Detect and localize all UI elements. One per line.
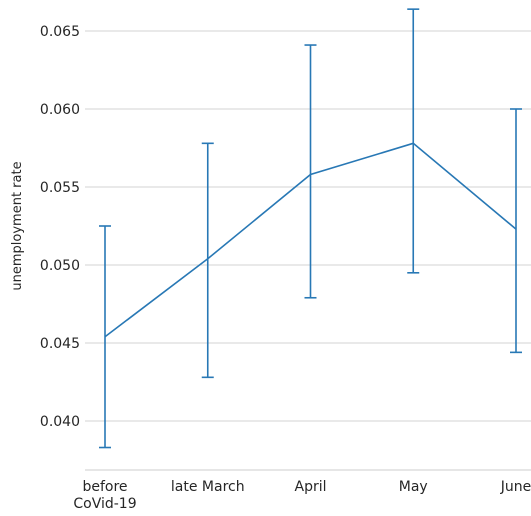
error-bar (99, 225, 111, 449)
y-tick-label: 0.050 (40, 258, 80, 274)
y-tick-label: 0.065 (40, 24, 80, 40)
x-tick-label: May (399, 479, 428, 495)
y-gridlines (85, 30, 531, 422)
y-tick-label: 0.045 (40, 336, 80, 352)
x-tick-label: before CoVid-19 (73, 479, 136, 512)
y-tick-label: 0.040 (40, 414, 80, 430)
plot-area (99, 8, 522, 449)
x-tick-label: April (295, 479, 327, 495)
y-axis-ticks: 0.040 0.045 0.050 0.055 0.060 0.065 (40, 24, 80, 430)
x-axis-ticks: before CoVid-19 late March April May June (73, 479, 531, 512)
y-tick-label: 0.060 (40, 102, 80, 118)
x-tick-label: late March (171, 479, 245, 495)
error-bar (201, 142, 214, 379)
error-bar (510, 108, 522, 354)
error-bar (407, 8, 420, 274)
x-tick-label: June (500, 479, 531, 495)
y-axis-title: unemployment rate (10, 161, 25, 290)
error-bar (304, 44, 317, 299)
y-tick-label: 0.055 (40, 180, 80, 196)
